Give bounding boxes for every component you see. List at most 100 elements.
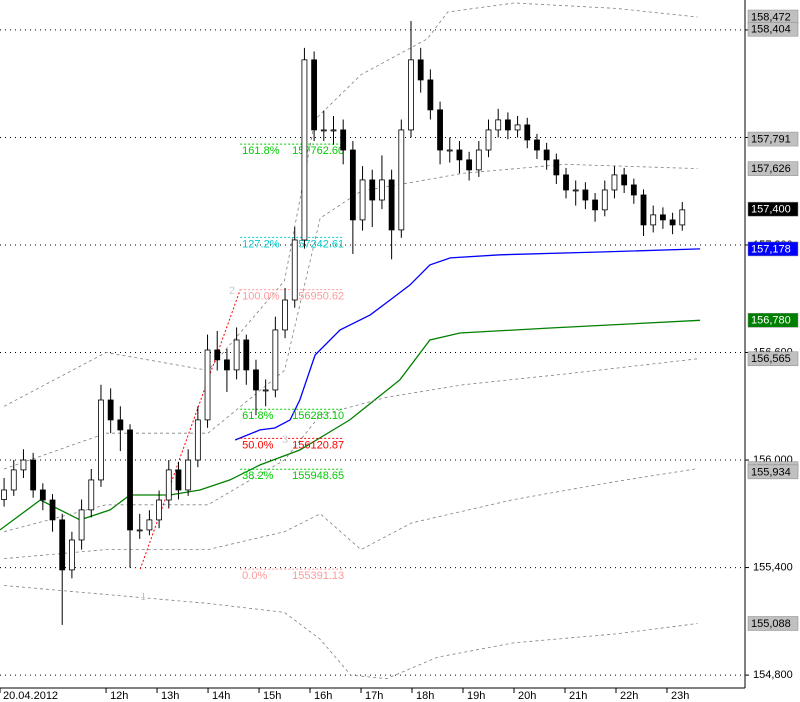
fib-value: 157762.60: [292, 145, 344, 157]
candle-body: [204, 349, 211, 421]
candle-body: [485, 129, 492, 151]
candle-body: [224, 359, 230, 371]
fib-value: 156283.10: [292, 410, 344, 422]
y-tick-label: 154,800: [753, 669, 793, 681]
x-tick-label: 20.04.2012: [3, 690, 58, 702]
wave-label: 3: [282, 434, 288, 446]
candle-body: [68, 539, 75, 571]
candle-body: [456, 149, 463, 161]
fib-ratio: 61.8%: [242, 410, 273, 422]
candle-body: [369, 179, 376, 201]
candle-body: [39, 489, 46, 501]
candle-body: [107, 399, 114, 421]
fib-ratio: 100.0%: [242, 291, 280, 303]
x-tick-label: 23h: [671, 690, 689, 702]
envelope-line: [3, 358, 698, 533]
x-tick-label: 17h: [365, 690, 383, 702]
price-label-box: [747, 161, 799, 176]
candle-body: [359, 179, 366, 221]
fib-value: 156120.87: [292, 439, 344, 451]
candle-body: [611, 174, 618, 191]
price-label-box: [747, 616, 799, 631]
candle-body: [495, 119, 502, 131]
candle-body: [398, 129, 405, 231]
price-label: 157,178: [751, 243, 791, 255]
x-tick-label: 19h: [467, 690, 485, 702]
candle-body: [330, 129, 337, 132]
envelope-line: [3, 2, 698, 407]
price-label-box: [747, 21, 799, 37]
price-label: 158,472: [751, 11, 791, 23]
candle-body: [98, 399, 104, 481]
x-tick-label: 21h: [569, 690, 587, 702]
fib-value: 157242.61: [292, 238, 344, 250]
candle-body: [553, 159, 560, 176]
x-tick-label: 12h: [110, 690, 128, 702]
candle-body: [1, 489, 7, 500]
candle-body: [165, 469, 172, 501]
price-label: 156,780: [751, 315, 791, 327]
price-label: 156,565: [751, 353, 791, 365]
candle-body: [650, 214, 657, 226]
candle-body: [524, 124, 531, 141]
candle-body: [572, 189, 579, 192]
candle-body: [20, 459, 27, 471]
fib-value: 155948.65: [292, 470, 344, 482]
candle-body: [194, 419, 201, 461]
price-label: 155,934: [751, 466, 791, 478]
candle-body: [117, 419, 124, 431]
candle-body: [214, 349, 221, 361]
candle-body: [127, 429, 133, 531]
candle-body: [417, 59, 424, 81]
price-label-box: [747, 131, 799, 147]
price-label: 157,626: [751, 163, 791, 175]
candle-body: [630, 184, 637, 196]
envelope-line: [4, 468, 698, 559]
candle-body: [504, 119, 511, 131]
x-tick-label: 20h: [518, 690, 536, 702]
candle-body: [466, 159, 473, 171]
candle-body: [291, 239, 298, 301]
candle-body: [475, 149, 482, 171]
candle-body: [514, 124, 521, 131]
x-tick-label: 13h: [161, 690, 179, 702]
x-tick-label: 16h: [314, 690, 332, 702]
candle-body: [534, 139, 540, 151]
candle-body: [233, 339, 240, 371]
y-tick-label: 155,400: [753, 561, 793, 573]
price-label-box: [747, 351, 799, 367]
fib-ratio: 0.0%: [242, 570, 267, 582]
candle-body: [640, 194, 647, 226]
candle-body: [49, 499, 56, 521]
fib-value: 155391.13: [292, 570, 344, 582]
price-label-box: [747, 464, 799, 480]
candle-body: [262, 389, 269, 392]
candle-body: [563, 174, 569, 191]
price-label: 155,088: [751, 618, 791, 630]
candle-body: [88, 479, 95, 511]
price-label: 158,404: [751, 24, 791, 36]
candle-body: [437, 109, 443, 151]
wave-label: 2: [229, 285, 235, 297]
candle-body: [660, 214, 666, 221]
fib-ratio: 161.8%: [242, 145, 280, 157]
fib-ratio: 127.2%: [242, 238, 280, 250]
candle-body: [301, 59, 308, 241]
price-label-box: [747, 241, 799, 257]
candle-body: [136, 529, 143, 532]
candle-body: [10, 469, 17, 491]
candle-body: [272, 329, 279, 391]
moving-average: [234, 248, 701, 441]
wave-label: 1: [140, 591, 146, 603]
candle-body: [679, 209, 686, 226]
fib-ratio: 50.0%: [242, 439, 273, 451]
candle-body: [175, 469, 182, 491]
fib-ratio: 38.2%: [242, 470, 273, 482]
moving-average: [0, 319, 701, 531]
candle-body: [446, 149, 453, 152]
candle-body: [253, 369, 259, 391]
candle-body: [349, 149, 356, 221]
price-label-box: [747, 313, 799, 328]
x-tick-label: 22h: [620, 690, 638, 702]
